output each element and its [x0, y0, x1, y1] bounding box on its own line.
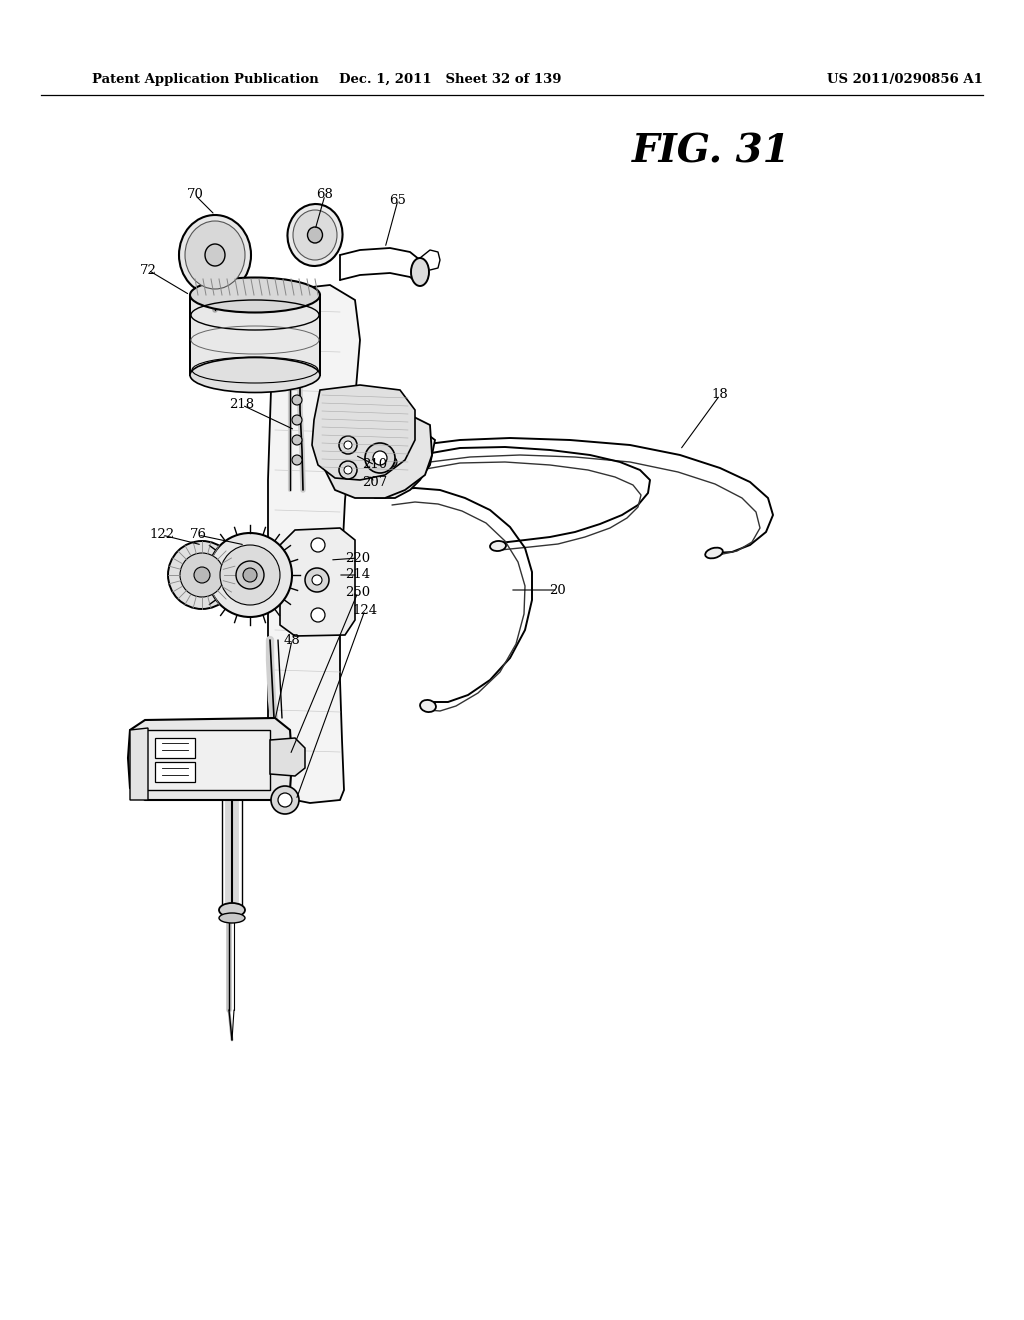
Ellipse shape [307, 227, 323, 243]
Circle shape [339, 461, 357, 479]
Ellipse shape [288, 205, 343, 265]
Circle shape [344, 441, 352, 449]
Text: 218: 218 [229, 399, 255, 412]
Ellipse shape [185, 220, 245, 289]
Text: 76: 76 [189, 528, 207, 541]
Circle shape [339, 436, 357, 454]
Polygon shape [280, 528, 355, 636]
Circle shape [373, 451, 387, 465]
Ellipse shape [219, 913, 245, 923]
Text: 250: 250 [345, 586, 371, 598]
Circle shape [371, 466, 379, 474]
Text: 72: 72 [139, 264, 157, 276]
Text: Patent Application Publication: Patent Application Publication [92, 73, 318, 86]
Text: Dec. 1, 2011   Sheet 32 of 139: Dec. 1, 2011 Sheet 32 of 139 [339, 73, 562, 86]
Text: 48: 48 [284, 634, 300, 647]
Text: US 2011/0290856 A1: US 2011/0290856 A1 [827, 73, 983, 86]
Circle shape [311, 609, 325, 622]
Circle shape [387, 457, 397, 467]
Polygon shape [268, 285, 360, 803]
Circle shape [380, 450, 404, 474]
Text: 20: 20 [550, 583, 566, 597]
Text: 220: 220 [345, 552, 371, 565]
Polygon shape [155, 762, 195, 781]
Circle shape [312, 576, 322, 585]
Circle shape [168, 541, 236, 609]
Text: 68: 68 [316, 189, 334, 202]
Ellipse shape [219, 903, 245, 917]
Ellipse shape [190, 358, 319, 392]
Polygon shape [312, 385, 415, 480]
Text: 70: 70 [186, 189, 204, 202]
Circle shape [220, 545, 280, 605]
Text: 124: 124 [352, 603, 378, 616]
Circle shape [243, 568, 257, 582]
Circle shape [365, 444, 395, 473]
Polygon shape [130, 729, 148, 800]
Text: 122: 122 [150, 528, 174, 541]
Circle shape [292, 455, 302, 465]
Text: 18: 18 [712, 388, 728, 401]
Polygon shape [325, 414, 432, 498]
Circle shape [208, 533, 292, 616]
Ellipse shape [411, 257, 429, 286]
Circle shape [271, 785, 299, 814]
Circle shape [292, 395, 302, 405]
Circle shape [278, 793, 292, 807]
Polygon shape [155, 738, 195, 758]
Circle shape [344, 466, 352, 474]
Text: 210: 210 [362, 458, 387, 471]
Text: 65: 65 [389, 194, 407, 206]
Circle shape [180, 553, 224, 597]
Ellipse shape [706, 548, 723, 558]
Circle shape [236, 561, 264, 589]
Ellipse shape [205, 244, 225, 267]
Text: 207: 207 [362, 475, 388, 488]
Circle shape [194, 568, 210, 583]
Ellipse shape [179, 215, 251, 294]
Circle shape [311, 539, 325, 552]
Polygon shape [128, 718, 292, 800]
Circle shape [292, 414, 302, 425]
Polygon shape [145, 730, 270, 789]
Text: FIG. 31: FIG. 31 [633, 133, 791, 170]
Polygon shape [348, 425, 435, 498]
Ellipse shape [420, 700, 436, 711]
Ellipse shape [362, 447, 377, 469]
Polygon shape [190, 294, 319, 375]
Circle shape [370, 450, 380, 459]
Polygon shape [270, 738, 305, 776]
Ellipse shape [190, 277, 319, 313]
Ellipse shape [293, 210, 337, 260]
Text: 214: 214 [345, 569, 371, 582]
Circle shape [305, 568, 329, 591]
Ellipse shape [490, 541, 506, 550]
Circle shape [292, 436, 302, 445]
